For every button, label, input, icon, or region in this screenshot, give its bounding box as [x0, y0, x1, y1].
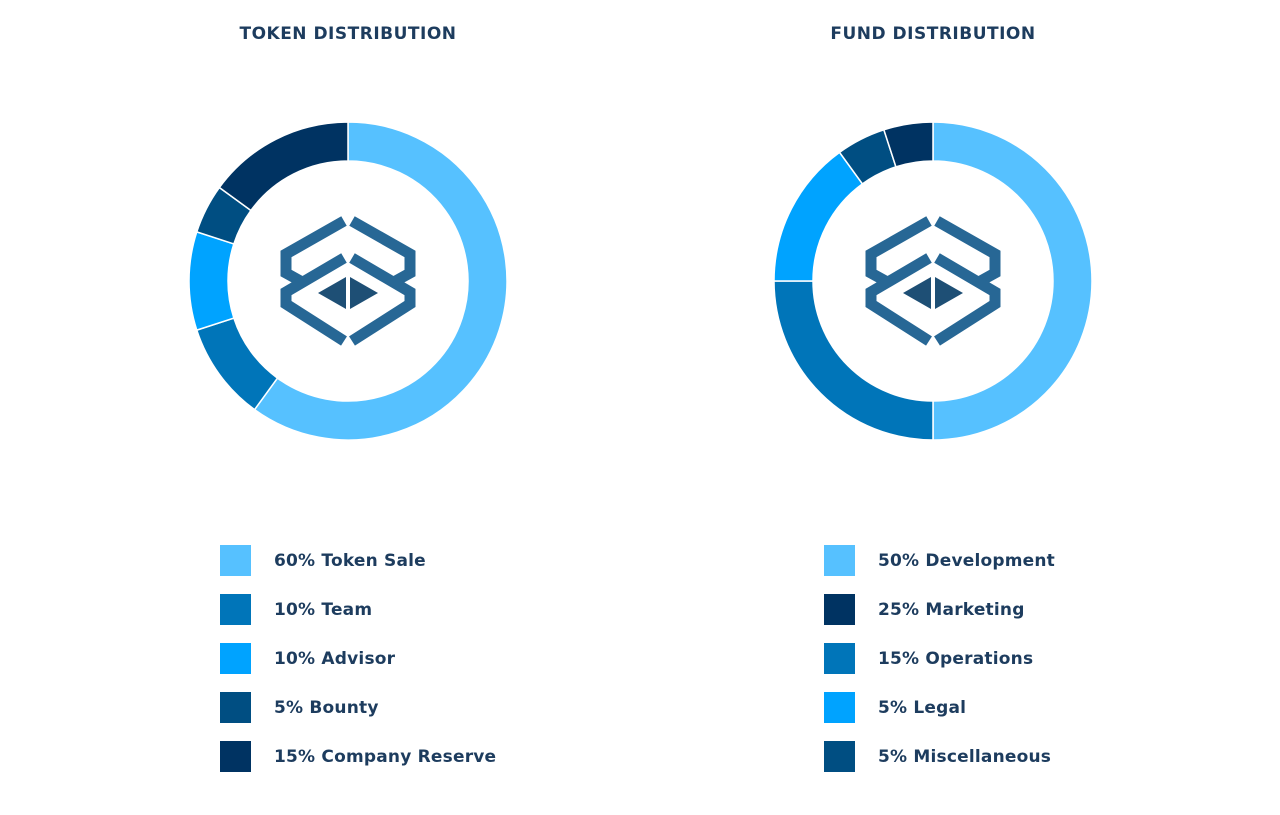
legend-item: 5% Legal: [824, 692, 1055, 723]
legend-item: 25% Marketing: [824, 594, 1055, 625]
cube-logo-icon: [280, 216, 416, 346]
token-legend: 60% Token Sale 10% Team 10% Advisor 5% Boun…: [220, 545, 496, 790]
legend-swatch: [220, 545, 251, 576]
legend-label: 10% Team: [274, 599, 373, 620]
chart-title: TOKEN DISTRIBUTION: [239, 24, 457, 44]
legend-swatch: [824, 741, 855, 772]
slice-advisor: [188, 230, 235, 332]
logo-stroke: [280, 253, 347, 346]
legend-item: 15% Company Reserve: [220, 741, 496, 772]
chart-title: FUND DISTRIBUTION: [830, 24, 1036, 44]
legend-swatch: [824, 643, 855, 674]
legend-label: 25% Marketing: [878, 599, 1025, 620]
cube-logo-icon: [865, 216, 1001, 346]
slice-miscellaneous: [882, 121, 934, 168]
legend-label: 5% Bounty: [274, 697, 379, 718]
legend-label: 60% Token Sale: [274, 550, 426, 571]
legend-label: 5% Miscellaneous: [878, 746, 1052, 767]
token-donut-chart: [188, 121, 508, 441]
legend-swatch: [220, 594, 251, 625]
legend-item: 5% Miscellaneous: [824, 741, 1055, 772]
legend-item: 5% Bounty: [220, 692, 496, 723]
legend-swatch: [220, 643, 251, 674]
fund-distribution-panel: FUND DISTRIBUTION 50% Development 25% Mar…: [640, 0, 1280, 815]
slice-development: [932, 121, 1093, 441]
logo-inner-diamond: [318, 277, 346, 309]
slice-team: [195, 317, 279, 411]
logo-stroke: [934, 253, 1001, 346]
logo-stroke: [865, 216, 932, 288]
slice-operations: [773, 151, 864, 282]
token-distribution-panel: TOKEN DISTRIBUTION 60% Token Sale 10% Tea…: [188, 24, 508, 790]
legend-swatch: [824, 545, 855, 576]
legend-label: 10% Advisor: [274, 648, 396, 669]
logo-stroke: [280, 216, 347, 288]
logo-inner-diamond: [935, 277, 963, 309]
fund-donut-chart: [773, 121, 1093, 441]
legend-swatch: [220, 741, 251, 772]
legend-label: 5% Legal: [878, 697, 967, 718]
logo-stroke: [349, 216, 416, 288]
logo-inner-diamond: [350, 277, 378, 309]
fund-legend: 50% Development 25% Marketing 15% Operatio…: [824, 545, 1055, 790]
legend-label: 15% Operations: [878, 648, 1034, 669]
legend-swatch: [824, 692, 855, 723]
logo-stroke: [865, 253, 932, 346]
logo-stroke: [934, 216, 1001, 288]
legend-item: 50% Development: [824, 545, 1055, 576]
legend-item: 10% Team: [220, 594, 496, 625]
slice-marketing: [773, 280, 934, 441]
legend-swatch: [824, 594, 855, 625]
slice-token-sale: [253, 121, 508, 441]
legend-label: 15% Company Reserve: [274, 746, 497, 767]
logo-stroke: [349, 253, 416, 346]
legend-item: 15% Operations: [824, 643, 1055, 674]
slice-company-reserve: [218, 121, 349, 212]
legend-item: 10% Advisor: [220, 643, 496, 674]
legend-label: 50% Development: [878, 550, 1056, 571]
legend-item: 60% Token Sale: [220, 545, 496, 576]
logo-inner-diamond: [903, 277, 931, 309]
legend-swatch: [220, 692, 251, 723]
